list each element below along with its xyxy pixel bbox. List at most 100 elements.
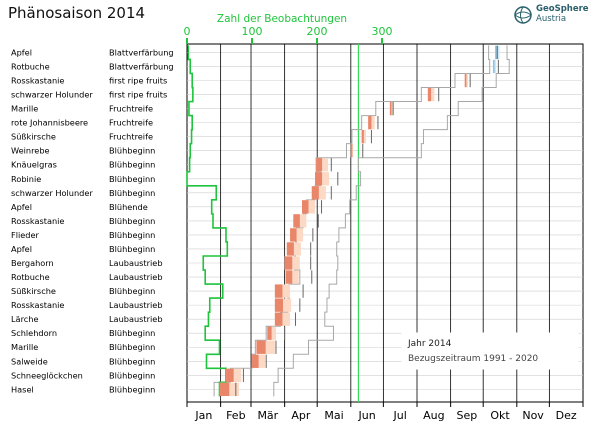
reference-end-line <box>273 45 510 397</box>
observation-core-bar <box>311 186 319 200</box>
observation-core-bar <box>315 172 323 186</box>
phase-label: Blühbeginn <box>109 286 155 296</box>
globe-icon <box>514 6 532 24</box>
phase-label: Blühbeginn <box>109 244 155 254</box>
phase-label: Fruchtreife <box>109 104 153 114</box>
observation-count-line <box>186 45 229 397</box>
month-label: Dez <box>556 409 577 422</box>
phase-label: Blattverfärbung <box>109 61 174 71</box>
plant-label: Apfel <box>11 244 32 254</box>
month-label: Mär <box>257 409 278 422</box>
observation-core-bar <box>256 340 266 354</box>
phase-label: Blühbeginn <box>109 174 155 184</box>
month-label: Jul <box>393 409 407 422</box>
observation-core-bar <box>368 115 372 130</box>
plant-label: Apfel <box>11 202 32 212</box>
observation-core-bar <box>274 284 283 298</box>
observation-core-bar <box>226 368 234 382</box>
plant-label: Apfel <box>11 47 32 57</box>
phase-label: first ripe fruits <box>109 90 167 100</box>
legend-reference: Bezugszeitraum 1991 - 2020 <box>408 354 538 364</box>
observation-core-bar <box>302 200 309 214</box>
observation-core-bar <box>286 242 294 256</box>
observation-core-bar <box>389 101 392 116</box>
month-label: Okt <box>490 409 510 422</box>
logo-line2: Austria <box>536 14 567 24</box>
top-axis-tick-label: 100 <box>242 25 263 38</box>
month-label: Mai <box>324 409 343 422</box>
phase-label: Laubaustrieb <box>109 272 163 282</box>
observation-core-bar <box>316 158 323 172</box>
plant-label: Süßkirsche <box>11 286 56 296</box>
month-label: Apr <box>291 409 311 422</box>
observation-core-bar <box>495 45 498 60</box>
plant-label: Rotbuche <box>11 272 50 282</box>
phase-label: Blühbeginn <box>109 230 155 240</box>
plant-label: Salweide <box>11 356 48 366</box>
observation-core-bar <box>267 326 272 340</box>
phase-label: Blühbeginn <box>109 342 155 352</box>
plant-label: Robinie <box>11 174 41 184</box>
phase-label: Blühbeginn <box>109 384 155 394</box>
top-axis-tick-label: 300 <box>372 25 393 38</box>
phase-label: Blühbeginn <box>109 216 155 226</box>
observation-core-bar <box>252 354 259 368</box>
observation-core-bar <box>464 73 467 88</box>
page-title: Phänosaison 2014 <box>8 4 146 22</box>
phase-label: Blühbeginn <box>109 356 155 366</box>
plant-label: schwarzer Holunder <box>11 188 93 198</box>
observation-core-bar <box>219 382 230 397</box>
plant-label: Rosskastanie <box>11 216 64 226</box>
month-label: Feb <box>226 409 245 422</box>
plant-label: Hasel <box>11 384 34 394</box>
phase-label: Blattverfärbung <box>109 47 174 57</box>
legend-box <box>401 332 579 370</box>
top-axis-label: Zahl der Beobachtungen <box>217 13 347 25</box>
phase-label: Laubaustrieb <box>109 314 163 324</box>
phase-label: Fruchtreife <box>109 132 153 142</box>
phase-label: Laubaustrieb <box>109 258 163 268</box>
phase-label: first ripe fruits <box>109 76 167 86</box>
plant-label: Schlehdorn <box>11 328 57 338</box>
plant-label: Schneeglöckchen <box>11 370 83 380</box>
top-axis-tick-label: 0 <box>184 25 191 38</box>
observation-core-bar <box>284 256 293 270</box>
plant-label: Knäuelgras <box>11 160 57 170</box>
plant-label: Marille <box>11 104 38 114</box>
plant-label: Rosskastanie <box>11 76 64 86</box>
month-label: Nov <box>522 409 544 422</box>
plant-label: Rosskastanie <box>11 300 64 310</box>
phase-label: Blühbeginn <box>109 146 155 156</box>
plant-label: Marille <box>11 342 38 352</box>
phase-label: Blühende <box>109 202 148 212</box>
phase-label: Blühbeginn <box>109 328 155 338</box>
plant-label: schwarzer Holunder <box>11 90 93 100</box>
plant-label: Süßkirsche <box>11 132 56 142</box>
phase-label: Laubaustrieb <box>109 300 163 310</box>
month-label: Jan <box>194 409 212 422</box>
logo-line1: GeoSphere <box>536 4 589 14</box>
plant-label: Bergahorn <box>11 258 54 268</box>
observation-core-bar <box>290 228 297 242</box>
geosphere-logo: GeoSphere Austria <box>512 4 592 28</box>
phase-label: Blühbeginn <box>109 370 155 380</box>
plant-label: Rotbuche <box>11 61 50 71</box>
observation-core-bar <box>361 129 364 144</box>
observation-core-bar <box>492 59 495 74</box>
top-axis-tick-label: 200 <box>307 25 328 38</box>
plant-label: Flieder <box>11 230 40 240</box>
legend-year: Jahr 2014 <box>407 339 452 349</box>
observation-core-bar <box>293 214 300 228</box>
plant-label: rote Johannisbeere <box>11 118 88 128</box>
plot-frame <box>186 43 584 403</box>
observation-core-bar <box>274 298 284 312</box>
observation-core-bar <box>427 87 432 102</box>
phase-label: Blühbeginn <box>109 160 155 170</box>
phase-label: Fruchtreife <box>109 118 153 128</box>
observation-core-bar <box>285 270 293 284</box>
phase-label: Blühbeginn <box>109 188 155 198</box>
plant-label: Weinrebe <box>11 146 50 156</box>
plant-label: Lärche <box>11 314 39 324</box>
observation-core-bar <box>350 144 353 158</box>
